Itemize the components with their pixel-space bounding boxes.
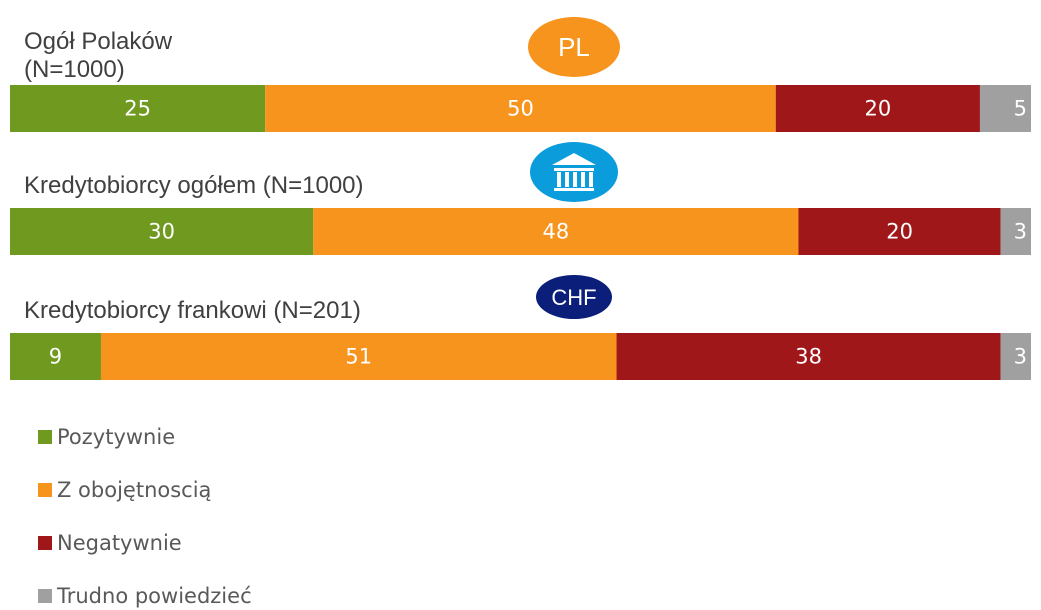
bank-badge bbox=[530, 142, 618, 202]
legend-label: Negatywnie bbox=[57, 531, 182, 555]
legend-swatch bbox=[38, 483, 52, 497]
legend-label: Trudno powiedzieć bbox=[56, 584, 252, 608]
data-label: 9 bbox=[49, 345, 62, 369]
bar-segment bbox=[313, 208, 799, 255]
data-label: 38 bbox=[795, 345, 822, 369]
bar-segment bbox=[775, 85, 980, 132]
legend-swatch bbox=[38, 589, 52, 603]
chf-badge-label: CHF bbox=[551, 285, 596, 310]
chf-badge bbox=[536, 275, 612, 319]
bar-segment bbox=[100, 333, 617, 380]
pl-badge bbox=[528, 17, 620, 77]
data-label: 20 bbox=[886, 220, 913, 244]
legend-label: Z obojętnoscią bbox=[57, 478, 211, 502]
data-label: 51 bbox=[345, 345, 372, 369]
pl-badge-label: PL bbox=[558, 32, 590, 62]
category-label: Kredytobiorcy frankowi (N=201) bbox=[24, 297, 361, 324]
data-label: 20 bbox=[864, 97, 891, 121]
data-label: 25 bbox=[124, 97, 151, 121]
bar-segment bbox=[798, 208, 1001, 255]
data-label: 3 bbox=[1014, 220, 1027, 244]
category-label: Kredytobiorcy ogółem (N=1000) bbox=[24, 172, 364, 199]
data-label: 48 bbox=[543, 220, 570, 244]
data-label: 50 bbox=[507, 97, 534, 121]
bar-segment bbox=[265, 85, 776, 132]
data-label: 3 bbox=[1014, 345, 1027, 369]
bar-segment bbox=[10, 85, 266, 132]
bar-segment bbox=[1000, 208, 1031, 255]
bar-segment bbox=[10, 208, 314, 255]
bar-segment bbox=[10, 333, 101, 380]
bar-segment bbox=[979, 85, 1031, 132]
bar-segment bbox=[1000, 333, 1031, 380]
data-label: 5 bbox=[1014, 97, 1027, 121]
legend-swatch bbox=[38, 536, 52, 550]
category-label: Ogół Polaków (N=1000) bbox=[24, 28, 173, 83]
data-label: 30 bbox=[148, 220, 175, 244]
bar-segment bbox=[616, 333, 1001, 380]
legend-swatch bbox=[38, 430, 52, 444]
legend-label: Pozytywnie bbox=[57, 425, 175, 449]
